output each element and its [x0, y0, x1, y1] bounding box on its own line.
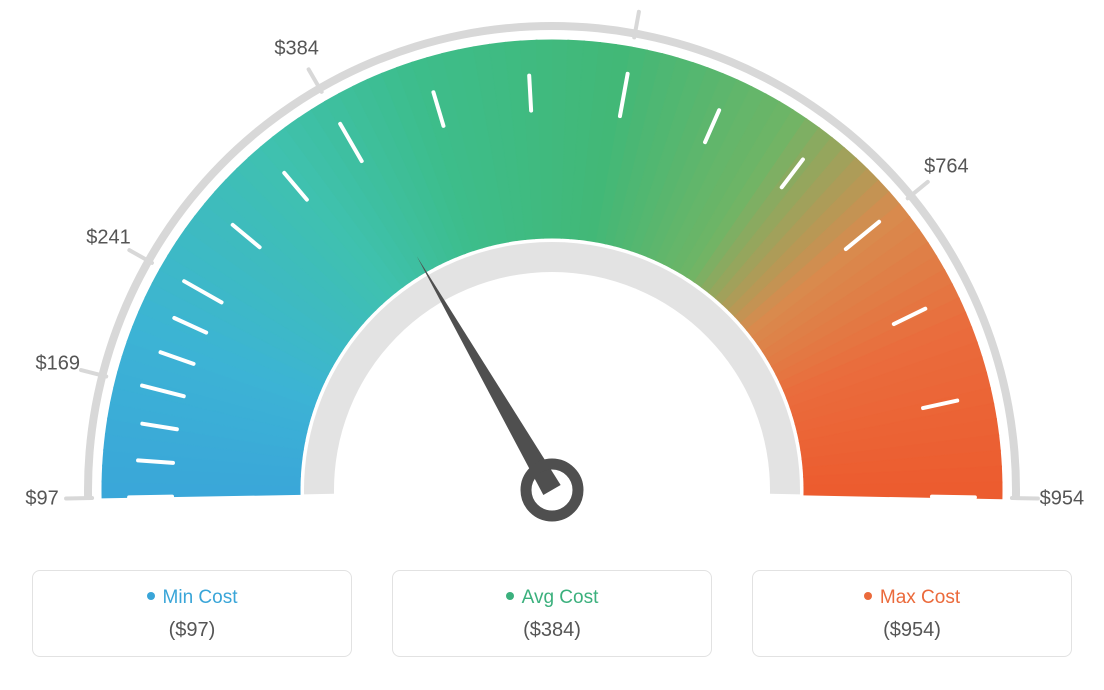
legend-max-label: Max Cost — [763, 587, 1061, 609]
gauge-svg — [0, 0, 1104, 560]
gauge-major-tick-inner — [129, 497, 172, 498]
gauge-minor-tick — [138, 460, 173, 463]
gauge-tick-label: $169 — [36, 353, 81, 376]
legend-avg-label: Avg Cost — [403, 587, 701, 609]
gauge-major-tick-inner — [932, 497, 975, 498]
gauge-chart: $97$169$241$384$574$764$954 — [0, 0, 1104, 560]
gauge-minor-tick — [529, 76, 531, 111]
gauge-tick-label: $241 — [86, 227, 131, 250]
legend-card-avg: Avg Cost ($384) — [392, 570, 712, 657]
gauge-tick-label: $954 — [1040, 487, 1085, 510]
legend-card-min: Min Cost ($97) — [32, 570, 352, 657]
gauge-tick-label: $97 — [25, 487, 58, 510]
legend-min-label: Min Cost — [43, 587, 341, 609]
gauge-tick-label: $764 — [924, 155, 969, 178]
legend-max-value: ($954) — [763, 619, 1061, 642]
legend-min-value: ($97) — [43, 619, 341, 642]
gauge-tick-label: $384 — [274, 37, 319, 60]
gauge-needle — [417, 256, 561, 495]
legend-row: Min Cost ($97) Avg Cost ($384) Max Cost … — [0, 570, 1104, 657]
legend-card-max: Max Cost ($954) — [752, 570, 1072, 657]
legend-avg-value: ($384) — [403, 619, 701, 642]
